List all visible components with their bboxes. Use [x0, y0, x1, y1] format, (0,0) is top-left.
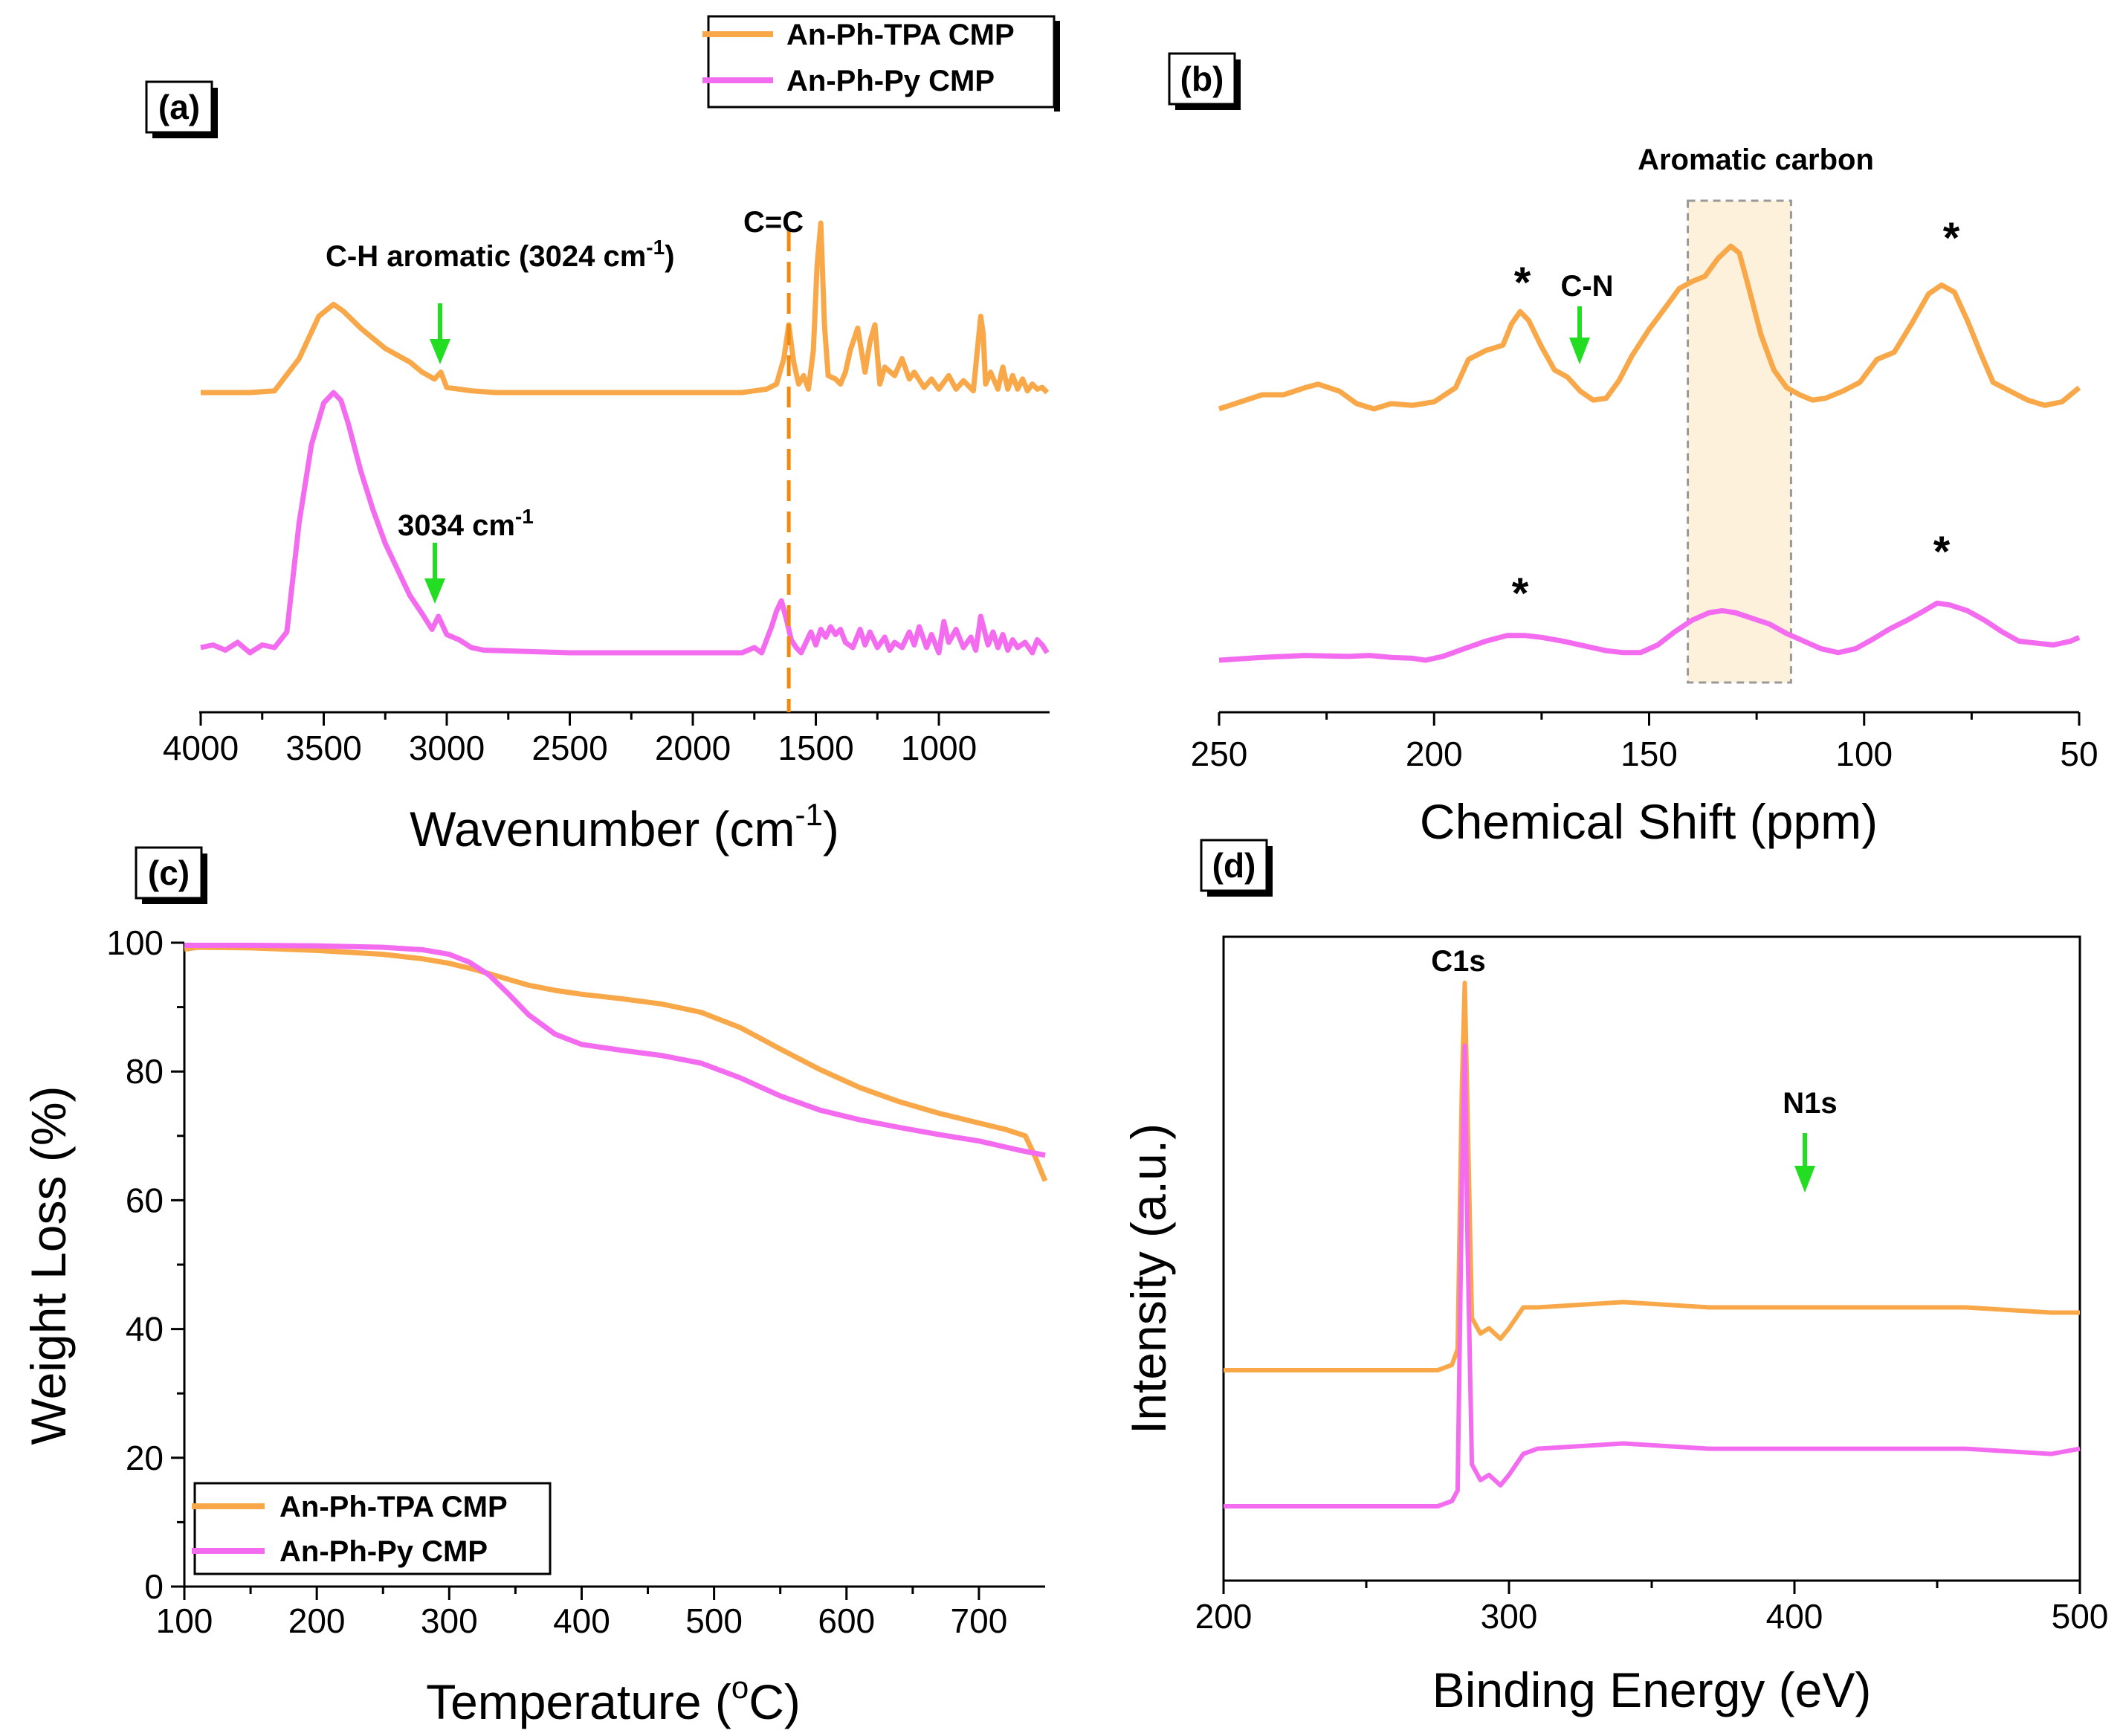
panel-b-star-tpa-1: *: [1514, 259, 1531, 307]
x-tick-label: 2000: [655, 729, 731, 767]
y-tick-label: 20: [126, 1439, 164, 1477]
panel-d-arrow-n1s: [1794, 1133, 1815, 1193]
panel-b-x-ticks: 250 200 150 100 50: [1191, 712, 2098, 773]
panel-a-annot-py-peak: 3034 cm-1: [398, 505, 534, 542]
y-tick-label: 80: [126, 1052, 164, 1091]
x-tick-label: 300: [421, 1601, 478, 1640]
x-tick-label: 3000: [409, 729, 485, 767]
panel-a-series-py: [200, 390, 1050, 656]
x-tick-label: 200: [1195, 1597, 1253, 1636]
panel-b-tag-label: (b): [1180, 59, 1224, 98]
panel-c-tag-label: (c): [148, 854, 190, 892]
x-tick-label: 600: [818, 1601, 875, 1640]
x-tick-label: 500: [685, 1601, 743, 1640]
panel-d-y-title: Intensity (a.u.): [1121, 1123, 1176, 1434]
top-legend: An-Ph-TPA CMP An-Ph-Py CMP: [702, 15, 1060, 112]
x-tick-label: 400: [553, 1601, 610, 1640]
panel-a-tag-label: (a): [158, 88, 200, 126]
panel-c-series-py: [184, 943, 1046, 1158]
panel-c-tag: (c): [135, 846, 207, 904]
x-tick-label: 100: [156, 1601, 213, 1640]
y-tick-label: 0: [144, 1567, 164, 1606]
x-tick-label: 200: [288, 1601, 346, 1640]
x-tick-label: 200: [1406, 735, 1463, 773]
x-tick-label: 250: [1191, 735, 1248, 773]
panel-b-tag: (b): [1168, 52, 1241, 110]
panel-d: (d) 200 300 400 500 C1s N1s Binding Energy …: [1121, 839, 2109, 1717]
panel-d-annot-c1s: C1s: [1431, 945, 1485, 978]
top-legend-label-tpa: An-Ph-TPA CMP: [786, 19, 1015, 51]
panel-c-legend-label-tpa: An-Ph-TPA CMP: [279, 1491, 508, 1523]
x-tick-label: 400: [1766, 1597, 1823, 1636]
panel-d-annot-n1s: N1s: [1783, 1087, 1837, 1120]
y-tick-label: 40: [126, 1310, 164, 1349]
x-tick-label: 300: [1481, 1597, 1538, 1636]
panel-b-series-tpa: [1218, 243, 2081, 412]
panel-b-aromatic-highlight: [1687, 199, 1792, 684]
top-legend-label-py: An-Ph-Py CMP: [786, 65, 995, 97]
panel-c-series-tpa: [184, 944, 1048, 1182]
panel-b-series-py: [1218, 600, 2081, 663]
panel-b-annot-aromatic-carbon: Aromatic carbon: [1638, 143, 1874, 176]
x-tick-label: 500: [2052, 1597, 2109, 1636]
panel-a-annot-cc: C=C: [743, 206, 804, 239]
panel-c-y-ticks: 0 20 40 60 80 100: [106, 923, 184, 1606]
panel-b-star-tpa-2: *: [1943, 214, 1960, 262]
panel-b: (b) Aromatic carbon 250 200 150 100 50 * * *…: [1168, 52, 2098, 849]
panel-b-star-py-1: *: [1512, 569, 1529, 618]
panel-a-x-ticks: 4000 3500 3000 2500 2000 1500 1000: [163, 712, 977, 767]
x-tick-label: 1000: [901, 729, 977, 767]
panel-a-x-title: Wavenumber (cm-1): [410, 797, 839, 856]
x-tick-label: 150: [1620, 735, 1678, 773]
panel-c-legend: An-Ph-TPA CMP An-Ph-Py CMP: [192, 1482, 552, 1575]
panel-b-x-title: Chemical Shift (ppm): [1420, 794, 1878, 849]
y-tick-label: 100: [106, 923, 164, 962]
panel-d-x-title: Binding Energy (eV): [1432, 1662, 1872, 1717]
panel-a-arrow-py: [424, 543, 445, 604]
panel-d-series-py: [1224, 1043, 2081, 1508]
panel-d-tag: (d): [1200, 839, 1273, 897]
panel-c-x-title: Temperature (oC): [426, 1670, 801, 1729]
panel-c-legend-label-py: An-Ph-Py CMP: [279, 1535, 488, 1568]
x-tick-label: 100: [1835, 735, 1893, 773]
panel-d-series-tpa: [1224, 981, 2080, 1372]
x-tick-label: 1500: [778, 729, 853, 767]
panel-d-frame: [1222, 935, 2081, 1582]
panel-c: (c) 100 200 300 400 500 600 700 0 20 40 60 80 100 A…: [21, 846, 1048, 1729]
panel-c-legend-box: [193, 1482, 552, 1575]
panel-b-star-py-2: *: [1933, 528, 1951, 576]
top-legend-shadow: [1054, 21, 1060, 112]
panel-b-arrow-cn: [1569, 306, 1590, 364]
panel-a: (a) 4000 3500 3000 2500 2000 1500 1000 C-H aro…: [145, 80, 1050, 856]
panel-a-arrow-tpa: [430, 303, 450, 364]
x-tick-label: 2500: [531, 729, 607, 767]
x-tick-label: 50: [2060, 735, 2098, 773]
panel-a-series-tpa: [201, 220, 1050, 396]
panel-d-x-ticks: 200 300 400 500: [1195, 1581, 2109, 1636]
x-tick-label: 700: [951, 1601, 1008, 1640]
y-tick-label: 60: [126, 1181, 164, 1219]
panel-d-tag-label: (d): [1212, 846, 1256, 885]
x-tick-label: 4000: [163, 729, 239, 767]
panel-c-y-title: Weight Loss (%): [21, 1086, 76, 1445]
panel-a-annot-ch-aromatic: C-H aromatic (3024 cm-1): [326, 236, 675, 273]
panel-c-x-ticks: 100 200 300 400 500 600 700: [156, 1587, 1008, 1640]
panel-b-annot-cn: C-N: [1560, 270, 1613, 303]
x-tick-label: 3500: [285, 729, 361, 767]
panel-a-tag: (a): [145, 80, 218, 138]
